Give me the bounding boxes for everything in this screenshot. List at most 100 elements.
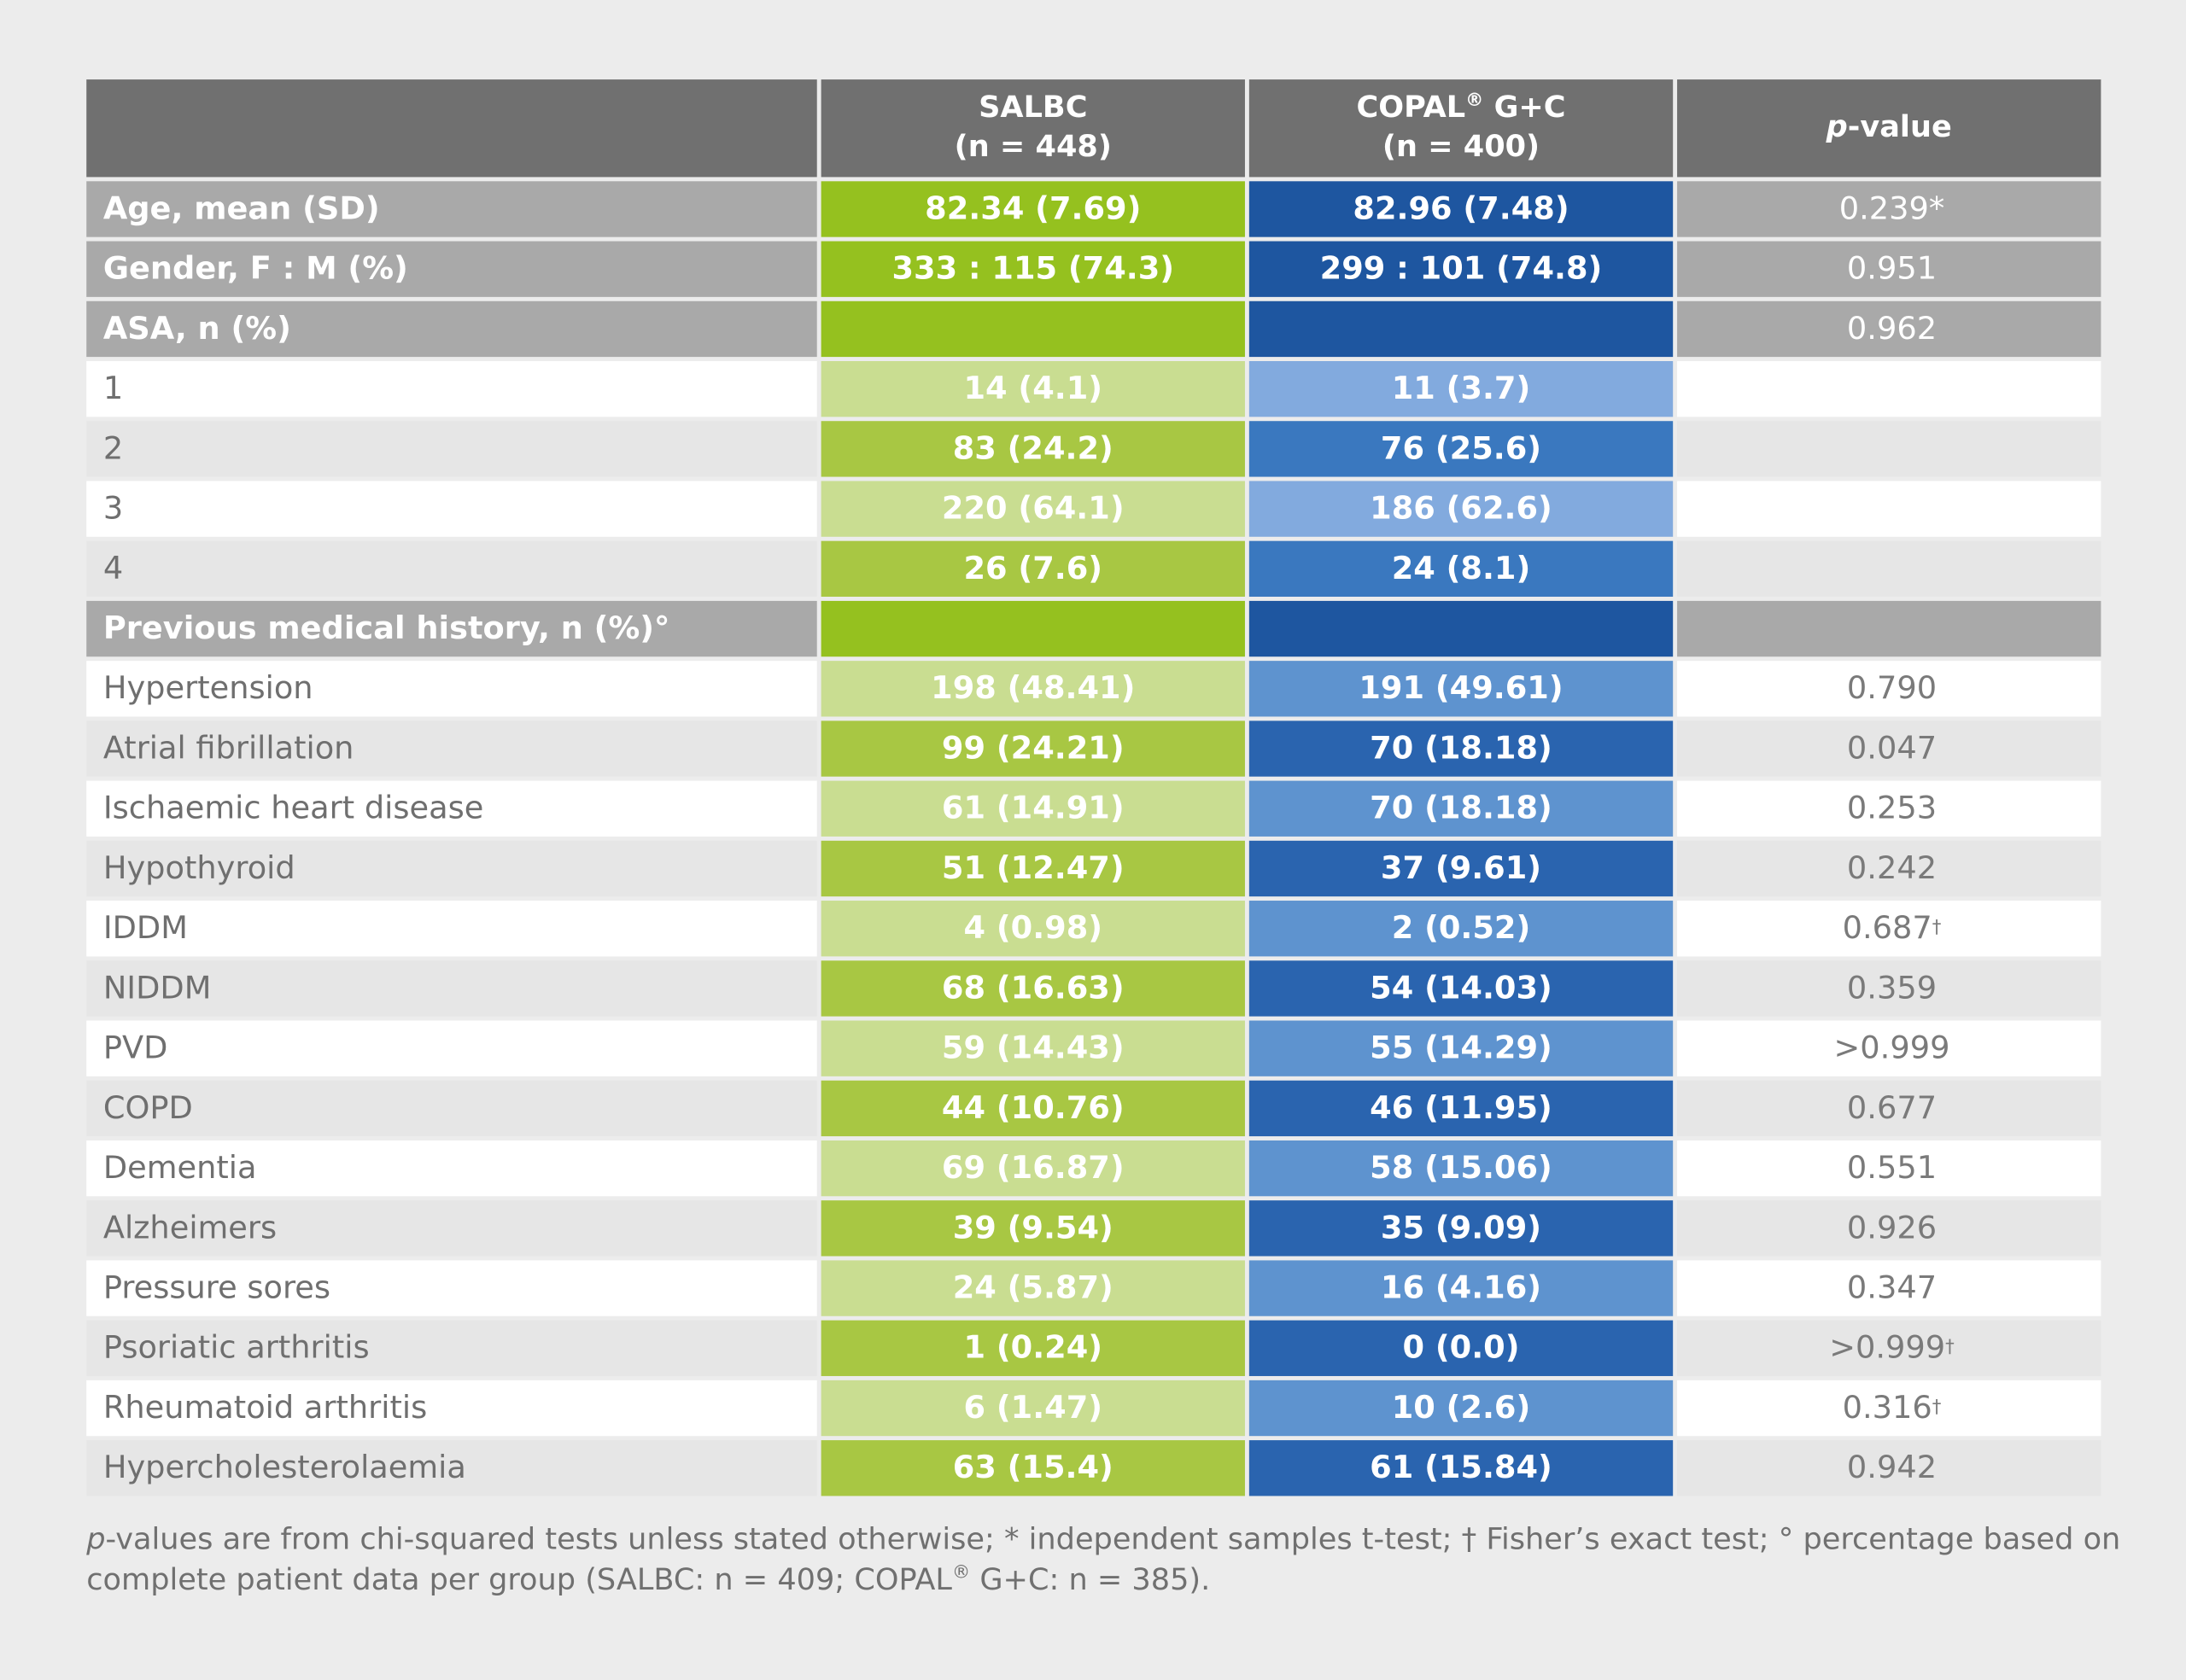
copal-hypertension: 191 (49.61)	[1248, 661, 1674, 717]
copal-atrial-fibrillation: 70 (18.18)	[1248, 720, 1674, 777]
row-label-dementia: Dementia	[86, 1140, 817, 1197]
salbc-asa-2: 83 (24.2)	[821, 421, 1245, 477]
salbc-pvd: 59 (14.43)	[821, 1020, 1245, 1076]
footnote-p: p	[86, 1522, 106, 1558]
copal-hypothyroid: 37 (9.61)	[1248, 840, 1674, 897]
pvalue-hypercholesterolaemia: 0.942	[1677, 1440, 2101, 1496]
pvalue-psoriatic-text: >0.999	[1829, 1329, 1946, 1366]
row-label-atrial-fibrillation: Atrial fibrillation	[86, 720, 817, 777]
registered-mark: ®	[951, 1562, 971, 1584]
copal-asa-1: 11 (3.7)	[1248, 360, 1674, 417]
header-salbc: SALBC (n = 448)	[821, 79, 1245, 178]
copal-asa-3: 186 (62.6)	[1248, 481, 1674, 537]
copal-medical-history	[1248, 600, 1674, 657]
row-label-asa-2: 2	[86, 421, 817, 477]
row-label-age: Age, mean (SD)	[86, 181, 817, 237]
salbc-medical-history	[821, 600, 1245, 657]
header-pvalue-p: p	[1826, 110, 1848, 145]
salbc-hypothyroid: 51 (12.47)	[821, 840, 1245, 897]
row-label-medical-history: Previous medical history, n (%)°	[86, 600, 817, 657]
copal-alzheimers: 35 (9.09)	[1248, 1200, 1674, 1257]
row-label-hypothyroid: Hypothyroid	[86, 840, 817, 897]
pvalue-asa-3	[1677, 481, 2101, 537]
pvalue-asa-1	[1677, 360, 2101, 417]
header-pvalue-rest: -value	[1847, 110, 1952, 145]
salbc-iddm: 4 (0.98)	[821, 901, 1245, 957]
row-label-asa-3: 3	[86, 481, 817, 537]
salbc-gender: 333 : 115 (74.3)	[821, 241, 1245, 297]
salbc-pressure-sores: 24 (5.87)	[821, 1260, 1245, 1316]
header-salbc-name: SALBC	[979, 90, 1088, 126]
salbc-dementia: 69 (16.87)	[821, 1140, 1245, 1197]
registered-mark: ®	[1465, 90, 1484, 112]
footnote-text: -values are from chi-squared tests unles…	[86, 1522, 2121, 1599]
copal-copd: 46 (11.95)	[1248, 1080, 1674, 1137]
salbc-hypercholesterolaemia: 63 (15.4)	[821, 1440, 1245, 1496]
copal-niddm: 54 (14.03)	[1248, 960, 1674, 1017]
header-copal: COPAL® G+C (n = 400)	[1248, 79, 1674, 178]
row-label-hypercholesterolaemia: Hypercholesterolaemia	[86, 1440, 817, 1496]
pvalue-dementia: 0.551	[1677, 1140, 2101, 1197]
table-footnote: p-values are from chi-squared tests unle…	[86, 1520, 2122, 1601]
copal-psoriatic-arthritis: 0 (0.0)	[1248, 1320, 1674, 1376]
header-pvalue: p-value	[1677, 79, 2101, 178]
copal-gender: 299 : 101 (74.8)	[1248, 241, 1674, 297]
pvalue-asa: 0.962	[1677, 300, 2101, 358]
header-copal-n: (n = 400)	[1382, 129, 1540, 165]
row-label-psoriatic-arthritis: Psoriatic arthritis	[86, 1320, 817, 1376]
row-label-pressure-sores: Pressure sores	[86, 1260, 817, 1316]
pvalue-iddm-text: 0.687	[1842, 909, 1932, 947]
salbc-alzheimers: 39 (9.54)	[821, 1200, 1245, 1257]
header-copal-name: COPAL® G+C	[1356, 90, 1565, 129]
pvalue-rheumatoid-arthritis: 0.316 †	[1677, 1380, 2101, 1437]
row-label-pvd: PVD	[86, 1020, 817, 1076]
header-salbc-n: (n = 448)	[954, 129, 1112, 165]
salbc-atrial-fibrillation: 99 (24.21)	[821, 720, 1245, 777]
row-label-hypertension: Hypertension	[86, 661, 817, 717]
pvalue-age: 0.239*	[1677, 181, 2101, 237]
row-label-asa: ASA, n (%)	[86, 300, 817, 358]
copal-iddm: 2 (0.52)	[1248, 901, 1674, 957]
pvalue-gender: 0.951	[1677, 241, 2101, 297]
copal-ischaemic-heart-disease: 70 (18.18)	[1248, 780, 1674, 837]
salbc-copd: 44 (10.76)	[821, 1080, 1245, 1137]
row-label-niddm: NIDDM	[86, 960, 817, 1017]
header-pvalue-text: p-value	[1827, 108, 1952, 148]
salbc-rheumatoid-arthritis: 6 (1.47)	[821, 1380, 1245, 1437]
copal-rheumatoid-arthritis: 10 (2.6)	[1248, 1380, 1674, 1437]
copal-asa	[1248, 300, 1674, 358]
salbc-asa-1: 14 (4.1)	[821, 360, 1245, 417]
salbc-niddm: 68 (16.63)	[821, 960, 1245, 1017]
salbc-age: 82.34 (7.69)	[821, 181, 1245, 237]
salbc-hypertension: 198 (48.41)	[821, 661, 1245, 717]
copal-pressure-sores: 16 (4.16)	[1248, 1260, 1674, 1316]
copal-pvd: 55 (14.29)	[1248, 1020, 1674, 1076]
pvalue-rheumatoid-text: 0.316	[1842, 1389, 1932, 1426]
baseline-characteristics-table: SALBC (n = 448) COPAL® G+C (n = 400) p-v…	[86, 79, 2101, 1496]
row-label-asa-1: 1	[86, 360, 817, 417]
pvalue-asa-4	[1677, 540, 2101, 598]
pvalue-atrial-fibrillation: 0.047	[1677, 720, 2101, 777]
row-label-rheumatoid-arthritis: Rheumatoid arthritis	[86, 1380, 817, 1437]
pvalue-medical-history	[1677, 600, 2101, 657]
copal-hypercholesterolaemia: 61 (15.84)	[1248, 1440, 1674, 1496]
pvalue-hypertension: 0.790	[1677, 661, 2101, 717]
pvalue-pressure-sores: 0.347	[1677, 1260, 2101, 1316]
row-label-copd: COPD	[86, 1080, 817, 1137]
pvalue-asa-2	[1677, 421, 2101, 477]
salbc-asa-4: 26 (7.6)	[821, 540, 1245, 598]
copal-age: 82.96 (7.48)	[1248, 181, 1674, 237]
row-label-iddm: IDDM	[86, 901, 817, 957]
pvalue-pvd: >0.999	[1677, 1020, 2101, 1076]
footnote-text-end: G+C: n = 385).	[970, 1563, 1211, 1599]
copal-asa-4: 24 (8.1)	[1248, 540, 1674, 598]
pvalue-iddm: 0.687 †	[1677, 901, 2101, 957]
header-copal-name-text: COPAL	[1356, 90, 1466, 126]
header-copal-name-suffix: G+C	[1483, 90, 1566, 126]
salbc-asa	[821, 300, 1245, 358]
copal-dementia: 58 (15.06)	[1248, 1140, 1674, 1197]
salbc-asa-3: 220 (64.1)	[821, 481, 1245, 537]
row-label-asa-4: 4	[86, 540, 817, 598]
salbc-psoriatic-arthritis: 1 (0.24)	[821, 1320, 1245, 1376]
